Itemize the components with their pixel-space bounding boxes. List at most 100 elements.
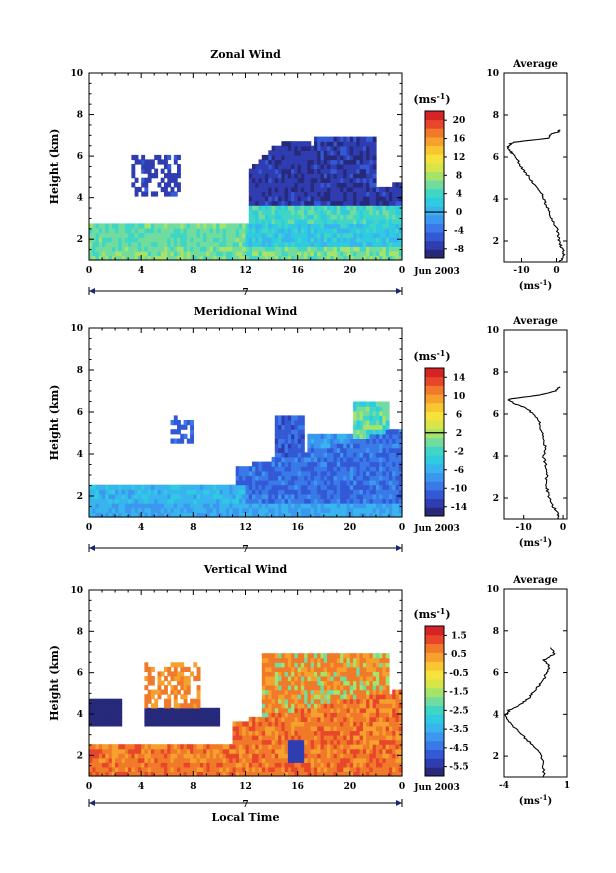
heatmap-cell: [196, 744, 201, 750]
heatmap-cell: [356, 232, 361, 238]
heatmap-cell: [92, 512, 97, 518]
colorbar-swatch: [425, 240, 444, 250]
heatmap-cell: [346, 685, 351, 691]
heatmap-cell: [398, 182, 403, 188]
heatmap-cell: [389, 438, 393, 444]
heatmap-cell: [385, 429, 390, 435]
heatmap-cell: [261, 484, 266, 490]
heatmap-cell: [291, 182, 295, 188]
heatmap-cell: [369, 480, 374, 486]
heatmap-cell: [346, 177, 351, 183]
heatmap-cell: [219, 489, 224, 495]
heatmap-cell: [232, 762, 237, 768]
heatmap-cell: [330, 228, 335, 234]
heatmap-cell: [268, 703, 273, 709]
heatmap-cell: [317, 150, 322, 156]
heatmap-cell: [314, 443, 318, 449]
heatmap-cell: [261, 698, 266, 704]
heatmap-cell: [248, 744, 253, 750]
heatmap-cell: [369, 503, 374, 509]
heatmap-cell: [131, 503, 136, 509]
heatmap-cell: [300, 443, 305, 449]
heatmap-cell: [190, 771, 194, 777]
heatmap-cell: [349, 159, 354, 165]
heatmap-cell: [392, 429, 397, 435]
heatmap-cell: [239, 250, 243, 257]
heatmap-cell: [297, 662, 302, 668]
heatmap-cell: [274, 721, 279, 727]
x-tick-label: 4: [138, 523, 144, 533]
heatmap-cell: [248, 503, 253, 509]
heatmap-cell: [382, 730, 387, 736]
heatmap-cell: [212, 489, 217, 495]
heatmap-cell: [255, 246, 260, 252]
heatmap-cell: [356, 433, 361, 439]
heatmap-cell: [300, 237, 305, 243]
heatmap-cell: [323, 154, 328, 161]
heatmap-cell: [349, 461, 354, 467]
heatmap-cell: [369, 145, 374, 151]
heatmap-cell: [336, 182, 341, 188]
heatmap-cell: [157, 159, 162, 165]
heatmap-cell: [190, 503, 194, 509]
heatmap-cell: [108, 237, 113, 243]
heatmap-cell: [203, 762, 207, 768]
heatmap-cell: [287, 757, 292, 763]
heatmap-cell: [232, 757, 237, 763]
colorbar-tick-label: 8: [456, 171, 462, 181]
heatmap-cell: [274, 507, 279, 513]
heatmap-cell: [157, 182, 162, 188]
heatmap-cell: [392, 191, 397, 197]
heatmap-cell: [193, 753, 198, 759]
heatmap-cell: [248, 748, 253, 754]
heatmap-cell: [271, 748, 276, 754]
heatmap-cell: [320, 200, 325, 206]
heatmap-cell: [356, 694, 361, 700]
heatmap-cell: [186, 512, 191, 518]
heatmap-cell: [157, 766, 162, 772]
heatmap-cell: [300, 255, 305, 261]
heatmap-cell: [304, 493, 309, 500]
heatmap-cell: [89, 744, 93, 750]
heatmap-cell: [382, 694, 387, 700]
x-tick-label: 0: [86, 523, 92, 533]
profile-y-tick-label: 4: [493, 452, 499, 462]
heatmap-cell: [359, 475, 364, 481]
colorbar-swatch: [425, 428, 444, 439]
heatmap-cell: [327, 739, 331, 745]
heatmap-cell: [359, 771, 364, 777]
heatmap-cell: [248, 466, 253, 472]
heatmap-cell: [320, 489, 325, 495]
heatmap-cell: [242, 721, 247, 727]
heatmap-cell: [287, 512, 292, 518]
colorbar-swatch: [425, 402, 444, 412]
heatmap-cell: [141, 223, 146, 229]
heatmap-cell: [385, 461, 390, 467]
heatmap-cell: [346, 237, 351, 243]
heatmap-cell: [281, 456, 286, 463]
heatmap-cell: [300, 726, 305, 732]
heatmap-cell: [294, 433, 299, 439]
heatmap-cell: [340, 191, 344, 197]
heatmap-cell: [199, 512, 204, 518]
heatmap-cell: [379, 250, 384, 257]
heatmap-cell: [199, 241, 204, 247]
heatmap-cell: [245, 739, 250, 745]
heatmap-cell: [356, 721, 361, 727]
heatmap-cell: [115, 512, 119, 518]
heatmap-cell: [134, 154, 139, 161]
heatmap-cell: [343, 493, 348, 500]
heatmap-cell: [356, 177, 361, 183]
heatmap-cell: [287, 507, 292, 513]
heatmap-cell: [366, 489, 370, 495]
heatmap-cell: [284, 228, 289, 234]
heatmap-cell: [180, 438, 185, 444]
heatmap-cell: [294, 196, 299, 202]
heatmap-cell: [239, 480, 243, 486]
heatmap-cell: [274, 164, 279, 170]
heatmap-cell: [323, 735, 328, 741]
heatmap-cell: [369, 200, 374, 206]
heatmap-cell: [340, 154, 344, 161]
heatmap-cell: [307, 739, 312, 745]
heatmap-cell: [173, 177, 178, 183]
